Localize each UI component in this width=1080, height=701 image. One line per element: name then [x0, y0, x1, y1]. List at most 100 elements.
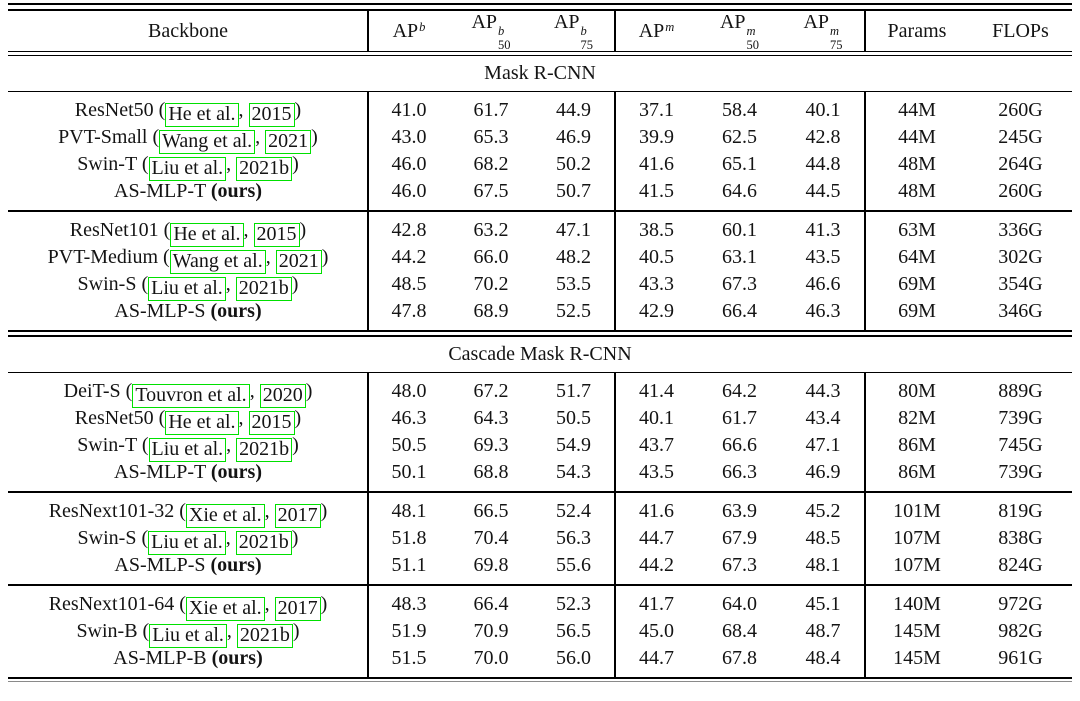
table-row: PVT-Small (Wang et al., 2021) 43.0 65.3 46.… [8, 124, 1072, 154]
section-title: Mask R-CNN [484, 62, 596, 84]
table-row: Swin-B (Liu et al., 2021b) 51.9 70.9 56.5 45… [8, 618, 1072, 648]
metric-cell: 64.2 [722, 379, 757, 402]
metric-cell: 41.4 [639, 379, 674, 402]
metric-cell: 51.8 [391, 526, 427, 549]
backbone-cell: PVT-Medium (Wang et al., 2021) [47, 246, 329, 274]
metric-cell: 44.5 [805, 180, 841, 202]
column-divider-line [864, 11, 866, 51]
table-row: Swin-S (Liu et al., 2021b) 51.8 70.4 56.3 44… [8, 525, 1072, 555]
column-divider-line [367, 492, 369, 584]
table-row: Swin-S (Liu et al., 2021b) 48.5 70.2 53.5 43… [8, 271, 1072, 301]
superscript-label: m [665, 19, 675, 34]
metric-cell: 70.4 [473, 526, 509, 549]
metric-cell: 44.9 [556, 99, 591, 121]
column-divider-line [367, 372, 369, 491]
metric-cell: 48.4 [805, 646, 841, 669]
metric-cell: 68.4 [722, 619, 757, 642]
metric-cell: 336G [998, 219, 1043, 241]
metric-cell: 961G [998, 646, 1043, 669]
ours-label: (ours) [210, 300, 262, 322]
metric-cell: 54.3 [556, 460, 591, 483]
col-header-ap-b-75: AP b 75 [553, 11, 594, 52]
column-divider-line [864, 585, 866, 677]
col-header-ap-b-50: AP b 50 [471, 11, 511, 52]
table-row: ResNet101 (He et al., 2015) 42.8 63.2 47.1 3… [8, 217, 1072, 247]
table-row: Swin-T (Liu et al., 2021b) 50.5 69.3 54.9 43… [8, 432, 1072, 462]
metric-cell: 55.6 [556, 553, 591, 576]
metric-cell: 67.3 [722, 273, 757, 295]
metric-cell: 42.8 [805, 126, 841, 148]
metric-cell: 64.0 [722, 592, 757, 615]
metric-cell: 61.7 [722, 406, 757, 429]
column-divider-line [367, 585, 369, 677]
metric-cell: 65.1 [722, 153, 757, 175]
column-divider-line [864, 212, 866, 330]
table-row: AS-MLP-T (ours) 46.0 67.5 50.7 41.5 64.6 44.5 4… [8, 178, 1072, 205]
metric-cell: 69.3 [473, 433, 509, 456]
subscript-label: 75 [580, 37, 594, 52]
backbone-cell: ResNext101-32 (Xie et al., 2017) [48, 499, 328, 528]
backbone-cell: AS-MLP-S (ours) [114, 553, 262, 576]
metric-cell: 51.9 [391, 619, 427, 642]
horizontal-rule [8, 3, 1072, 11]
metric-cell: 80M [898, 379, 936, 402]
metric-cell: 302G [998, 246, 1043, 268]
metric-cell: 48.3 [391, 592, 427, 615]
superscript-label: m [830, 24, 840, 38]
column-divider-line [864, 372, 866, 491]
metric-cell: 40.1 [639, 406, 674, 429]
metric-cell: 38.5 [639, 219, 674, 241]
table-row: AS-MLP-S (ours) 47.8 68.9 52.5 42.9 66.4 46.3 6… [8, 298, 1072, 325]
metric-cell: 70.9 [473, 619, 509, 642]
horizontal-rule [8, 583, 1072, 586]
metric-cell: 46.9 [556, 126, 591, 148]
metric-cell: 54.9 [556, 433, 591, 456]
backbone-cell: AS-MLP-S (ours) [114, 300, 262, 322]
results-table: Backbone APb AP b 50 AP b 75 APm AP m 50 AP m 75 Params… [8, 0, 1072, 682]
metric-cell: 50.7 [556, 180, 591, 202]
metric-cell: 66.0 [473, 246, 509, 268]
metric-cell: 64.6 [722, 180, 757, 202]
metric-cell: 67.3 [722, 553, 757, 576]
metric-cell: 46.0 [391, 153, 427, 175]
metric-cell: 44M [898, 126, 936, 148]
horizontal-rule [8, 51, 1072, 56]
metric-cell: 43.0 [391, 126, 427, 148]
table-row: ResNet50 (He et al., 2015) 41.0 61.7 44.9 37… [8, 97, 1072, 127]
superscript-label: m [746, 24, 756, 38]
metric-cell: 260G [998, 180, 1043, 202]
metric-cell: 48M [898, 153, 936, 175]
column-divider-line [614, 212, 616, 330]
metric-cell: 65.3 [473, 126, 509, 148]
row-group: ResNet50 (He et al., 2015) 41.0 61.7 44.9 37… [8, 92, 1072, 210]
metric-cell: 63.9 [722, 499, 757, 522]
metric-cell: 42.8 [391, 219, 427, 241]
metric-cell: 107M [893, 553, 941, 576]
column-divider-line [367, 212, 369, 330]
metric-cell: 41.0 [391, 99, 427, 121]
backbone-cell: AS-MLP-T (ours) [114, 180, 262, 202]
metric-cell: 44.7 [639, 526, 674, 549]
table-row: DeiT-S (Touvron et al., 2020) 48.0 67.2 51.… [8, 378, 1072, 408]
metric-cell: 67.5 [473, 180, 509, 202]
metric-cell: 46.3 [805, 300, 841, 322]
column-divider-line [864, 92, 866, 210]
backbone-cell: AS-MLP-B (ours) [113, 646, 263, 669]
metric-cell: 66.6 [722, 433, 757, 456]
metric-cell: 48.1 [391, 499, 427, 522]
metric-cell: 66.5 [473, 499, 509, 522]
col-header-ap-m-75: AP m 75 [803, 11, 843, 52]
backbone-cell: Swin-T (Liu et al., 2021b) [77, 433, 299, 462]
metric-cell: 43.3 [639, 273, 674, 295]
metric-cell: 101M [893, 499, 941, 522]
metric-cell: 39.9 [639, 126, 674, 148]
table-row: AS-MLP-S (ours) 51.1 69.8 55.6 44.2 67.3 48.1 1… [8, 552, 1072, 579]
metric-cell: 60.1 [722, 219, 757, 241]
metric-cell: 56.3 [556, 526, 591, 549]
backbone-cell: AS-MLP-T (ours) [114, 460, 262, 483]
metric-cell: 64M [898, 246, 936, 268]
metric-cell: 46.6 [805, 273, 841, 295]
metric-cell: 972G [998, 592, 1043, 615]
metric-cell: 107M [893, 526, 941, 549]
metric-cell: 69M [898, 300, 936, 322]
